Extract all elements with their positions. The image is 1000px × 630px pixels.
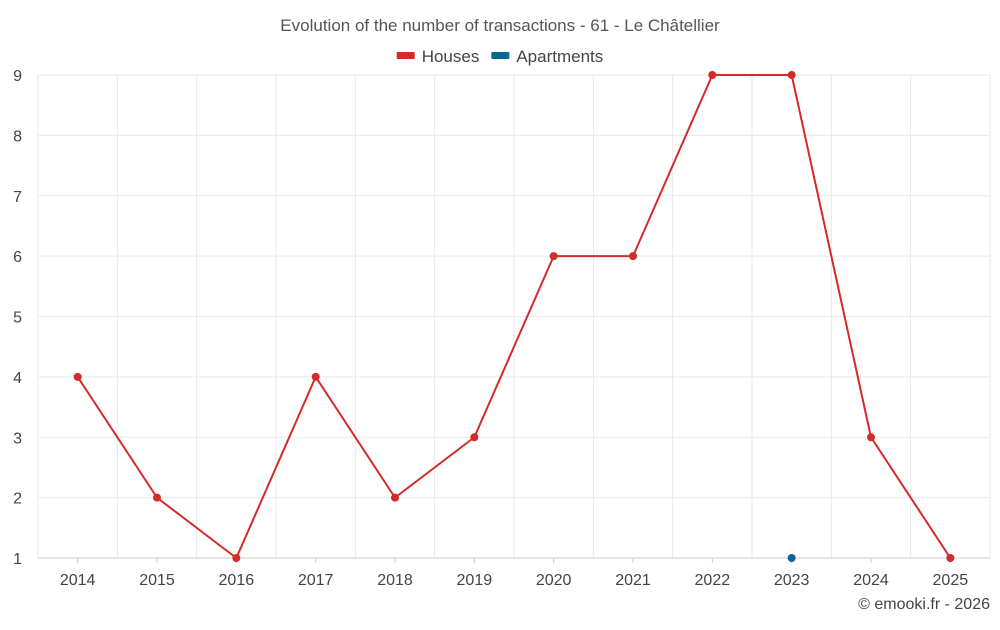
- series-houses: [73, 71, 955, 562]
- axes: [38, 557, 990, 563]
- x-tick-label: 2018: [377, 572, 413, 589]
- y-axis-ticks: 1 2 3 4 5 6 7 8 9: [13, 68, 22, 568]
- legend-swatch: [491, 52, 510, 59]
- x-axis-ticks: 2014 2015 2016 2017 2018 2019 2020 2021 2022 2023…: [60, 572, 968, 589]
- series-apartments: [787, 554, 796, 562]
- x-tick-label: 2017: [298, 572, 334, 589]
- chart-title: Evolution of the number of transactions …: [280, 16, 720, 35]
- legend-item-apartments[interactable]: Apartments: [491, 47, 603, 66]
- y-tick-label: 5: [13, 310, 22, 327]
- data-point-houses-2023[interactable]: [787, 71, 796, 79]
- y-tick-label: 4: [13, 370, 22, 387]
- y-tick-label: 8: [13, 128, 22, 145]
- credit-text: © emooki.fr - 2026: [858, 596, 990, 613]
- series-line-houses: [76, 74, 952, 559]
- data-point-houses-2020[interactable]: [549, 252, 558, 261]
- data-point-apartments-2023[interactable]: [787, 554, 796, 562]
- x-tick-label: 2021: [615, 572, 651, 589]
- grid: [37, 74, 991, 558]
- x-tick-label: 2014: [60, 572, 96, 589]
- x-tick-label: 2020: [536, 572, 572, 589]
- x-tick-label: 2025: [933, 572, 969, 589]
- data-point-houses-2019[interactable]: [470, 433, 479, 442]
- y-tick-label: 3: [13, 430, 22, 447]
- y-tick-label: 2: [13, 491, 22, 508]
- y-tick-label: 1: [13, 551, 22, 568]
- legend-item-houses[interactable]: Houses: [396, 47, 480, 66]
- x-tick-label: 2024: [853, 572, 889, 589]
- x-tick-label: 2022: [695, 572, 731, 589]
- series-layer: [73, 71, 955, 562]
- data-point-houses-2014[interactable]: [73, 372, 82, 381]
- x-tick-label: 2015: [139, 572, 175, 589]
- legend: Houses Apartments: [396, 47, 603, 66]
- data-point-houses-2016[interactable]: [232, 554, 241, 562]
- data-point-houses-2015[interactable]: [153, 493, 161, 502]
- data-point-houses-2024[interactable]: [867, 433, 875, 442]
- data-point-houses-2017[interactable]: [311, 372, 320, 381]
- x-tick-label: 2023: [774, 572, 810, 589]
- data-point-houses-2021[interactable]: [629, 252, 637, 261]
- legend-label: Apartments: [516, 47, 603, 66]
- data-point-houses-2018[interactable]: [391, 493, 399, 502]
- x-tick-label: 2019: [457, 572, 493, 589]
- y-tick-label: 7: [13, 189, 22, 206]
- x-tick-label: 2016: [219, 572, 255, 589]
- data-point-houses-2022[interactable]: [708, 71, 717, 79]
- y-tick-label: 9: [13, 68, 22, 85]
- y-tick-label: 6: [13, 249, 22, 266]
- data-point-houses-2025[interactable]: [946, 554, 955, 562]
- legend-swatch: [396, 52, 415, 59]
- legend-label: Houses: [422, 47, 480, 66]
